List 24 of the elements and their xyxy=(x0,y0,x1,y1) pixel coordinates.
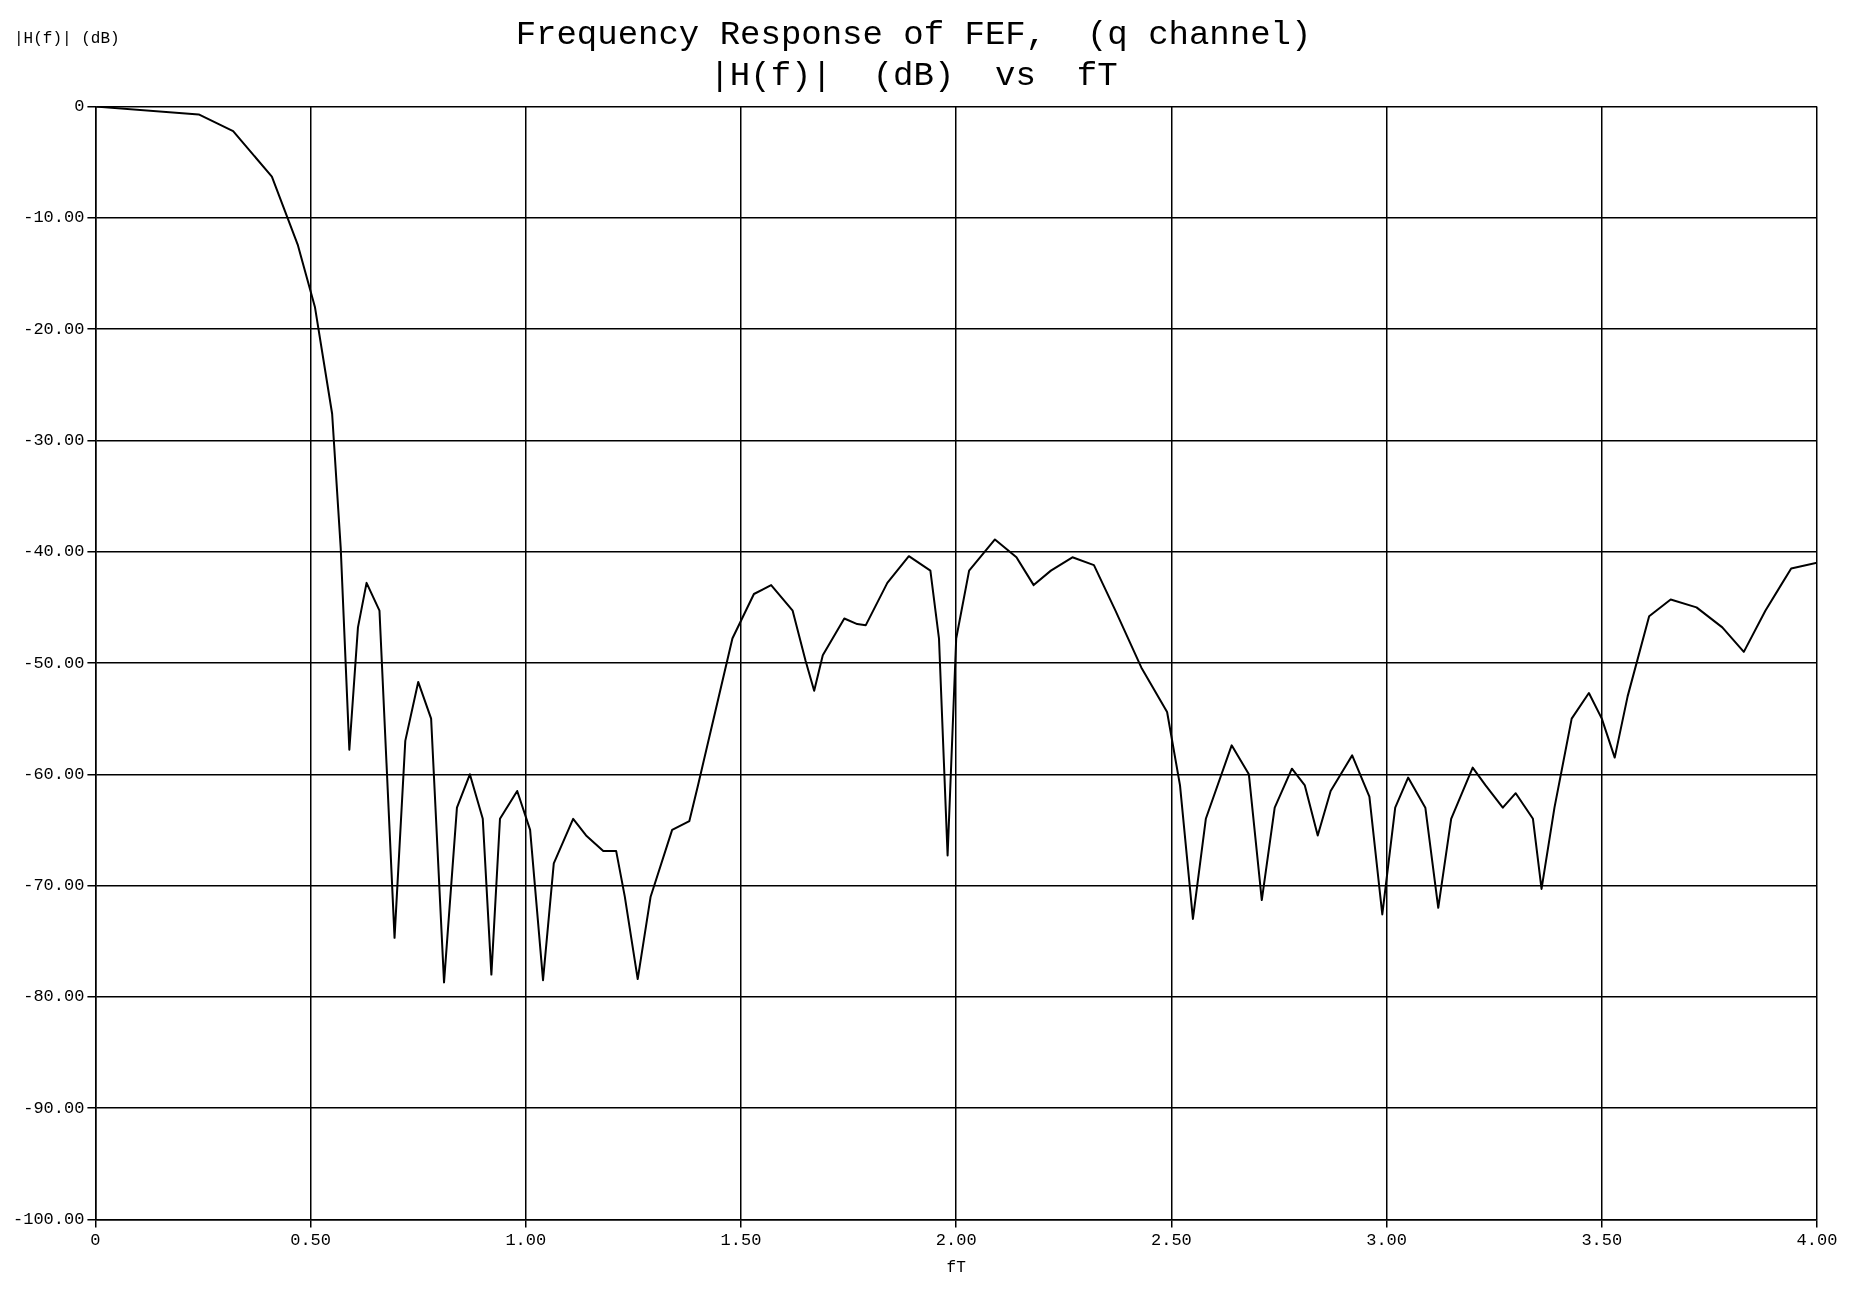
y-tick-label: -30.00 xyxy=(23,430,85,450)
chart-subtitle: |H(f)| (dB) vs fT xyxy=(709,57,1118,96)
x-tick-label: 1.00 xyxy=(505,1231,547,1251)
y-tick-label: -80.00 xyxy=(23,987,85,1007)
x-tick-label: 2.50 xyxy=(1151,1231,1192,1251)
y-tick-label: -60.00 xyxy=(23,764,85,784)
x-tick-label: 3.50 xyxy=(1581,1231,1623,1251)
x-tick-label: 3.00 xyxy=(1366,1231,1408,1251)
y-tick-label: -90.00 xyxy=(23,1098,85,1118)
x-axis-title: fT xyxy=(946,1258,966,1277)
x-tick-label: 2.00 xyxy=(935,1231,977,1251)
y-tick-label: -40.00 xyxy=(23,542,85,562)
x-tick-label: 4.00 xyxy=(1796,1231,1838,1251)
y-axis-title: |H(f)| (dB) xyxy=(14,30,120,48)
y-tick-label: -20.00 xyxy=(23,319,85,339)
y-tick-label: -100.00 xyxy=(12,1209,85,1229)
y-tick-label: -50.00 xyxy=(23,653,85,673)
y-tick-label: -70.00 xyxy=(23,876,85,896)
y-tick-label: -10.00 xyxy=(23,208,85,228)
x-tick-label: 0.50 xyxy=(290,1231,332,1251)
x-tick-label: 1.50 xyxy=(720,1231,762,1251)
y-tick-label: 0 xyxy=(74,97,85,117)
x-tick-label: 0 xyxy=(90,1231,101,1251)
chart-title: Frequency Response of FEF, (q channel) xyxy=(515,16,1312,55)
